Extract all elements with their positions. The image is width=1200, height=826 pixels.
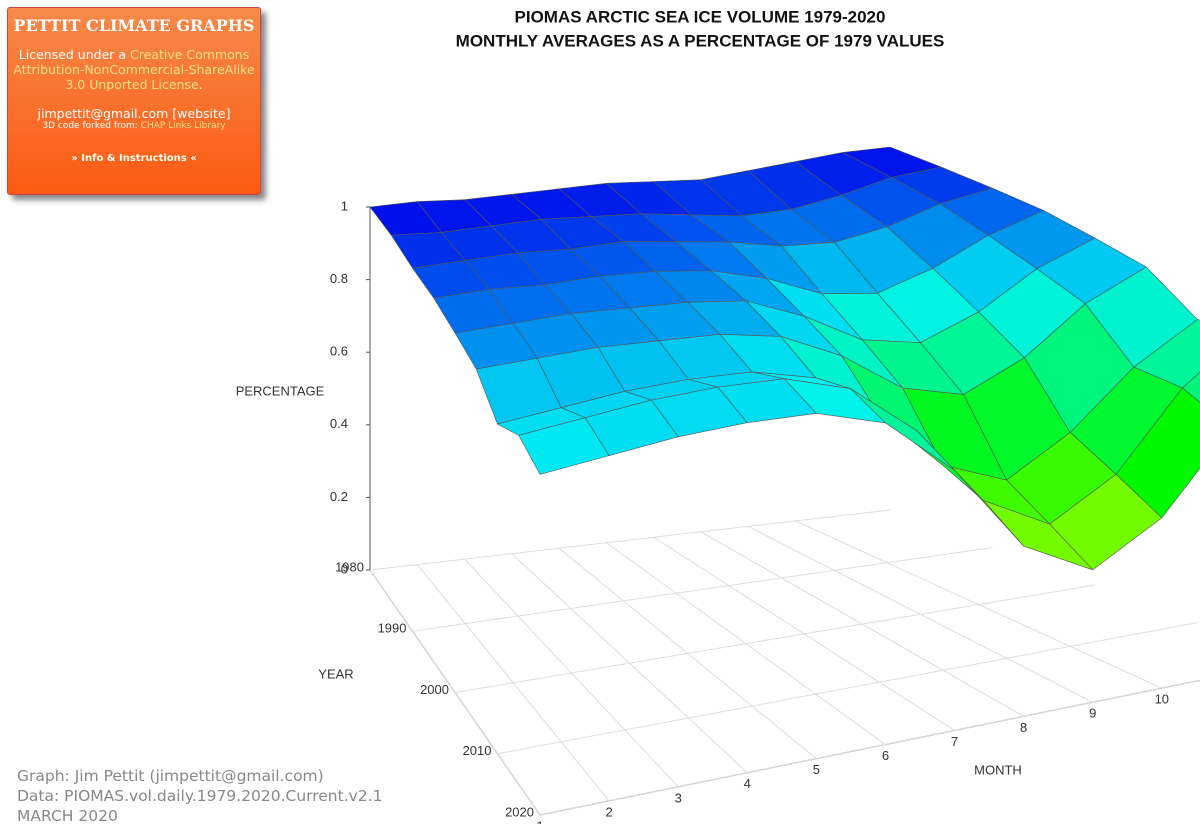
z-tick-label: 0.6 [330,344,348,359]
code-credit: 3D code forked from: CHAP Links Library [8,121,260,131]
z-tick-label: 0.4 [330,416,348,431]
y-tick-label: 1980 [335,559,364,574]
z-tick-label: 0 [341,561,348,576]
chart-title: PIOMAS ARCTIC SEA ICE VOLUME 1979-2020 [515,7,886,26]
code-link[interactable]: CHAP Links Library [140,121,226,131]
x-tick-label: 8 [1020,720,1027,735]
x-tick-label: 2 [605,804,612,819]
info-box: PETTIT CLIMATE GRAPHS Licensed under a C… [7,7,261,195]
footer: Graph: Jim Pettit (jimpettit@gmail.com) … [17,766,382,826]
z-tick-label: 1 [341,198,348,213]
license-link[interactable]: Creative Commons Attribution-NonCommerci… [13,47,255,92]
x-tick-label: 5 [813,762,820,777]
grid-line [369,509,891,571]
y-tick-label: 1990 [378,621,407,636]
x-tick-label: 7 [951,734,958,749]
grid-line [454,584,1096,693]
grid-line [497,622,1198,755]
footer-line: Data: PIOMAS.vol.daily.1979.2020.Current… [17,787,383,805]
x-tick-label: 1 [536,818,543,824]
y-tick-label: 2010 [463,743,492,758]
x-tick-label: 10 [1155,692,1169,707]
x-tick-label: 9 [1089,706,1096,721]
code-prefix: 3D code forked from: [42,121,141,131]
z-tick-label: 0.2 [330,489,348,504]
x-tick-label: 6 [882,748,889,763]
footer-line: Graph: Jim Pettit (jimpettit@gmail.com) [17,767,324,785]
y-tick-label: 2020 [505,804,534,819]
info-title: PETTIT CLIMATE GRAPHS [13,16,255,35]
y-tick-label: 2000 [420,682,449,697]
z-tick-label: 0.8 [330,271,348,286]
license-suffix: . [198,77,203,92]
chart-title: MONTHLY AVERAGES AS A PERCENTAGE OF 1979… [456,31,945,50]
axis-line [539,679,1200,816]
grid-line [412,547,993,632]
z-axis-label: PERCENTAGE [236,383,325,398]
license-prefix: Licensed under a [18,47,131,62]
surface-cell [1181,371,1200,403]
footer-line: MARCH 2020 [17,807,118,825]
x-tick-label: 3 [675,790,682,805]
instructions[interactable]: » Info & Instructions « [71,153,197,164]
x-axis-label: MONTH [974,762,1022,777]
x-tick-label: 4 [744,776,751,791]
grid-line [539,679,1200,816]
license: Licensed under a Creative Commons Attrib… [8,47,260,92]
surface-cell [518,417,610,475]
contact[interactable]: jimpettit@gmail.com [website] [37,106,231,121]
y-axis-label: YEAR [318,666,353,681]
